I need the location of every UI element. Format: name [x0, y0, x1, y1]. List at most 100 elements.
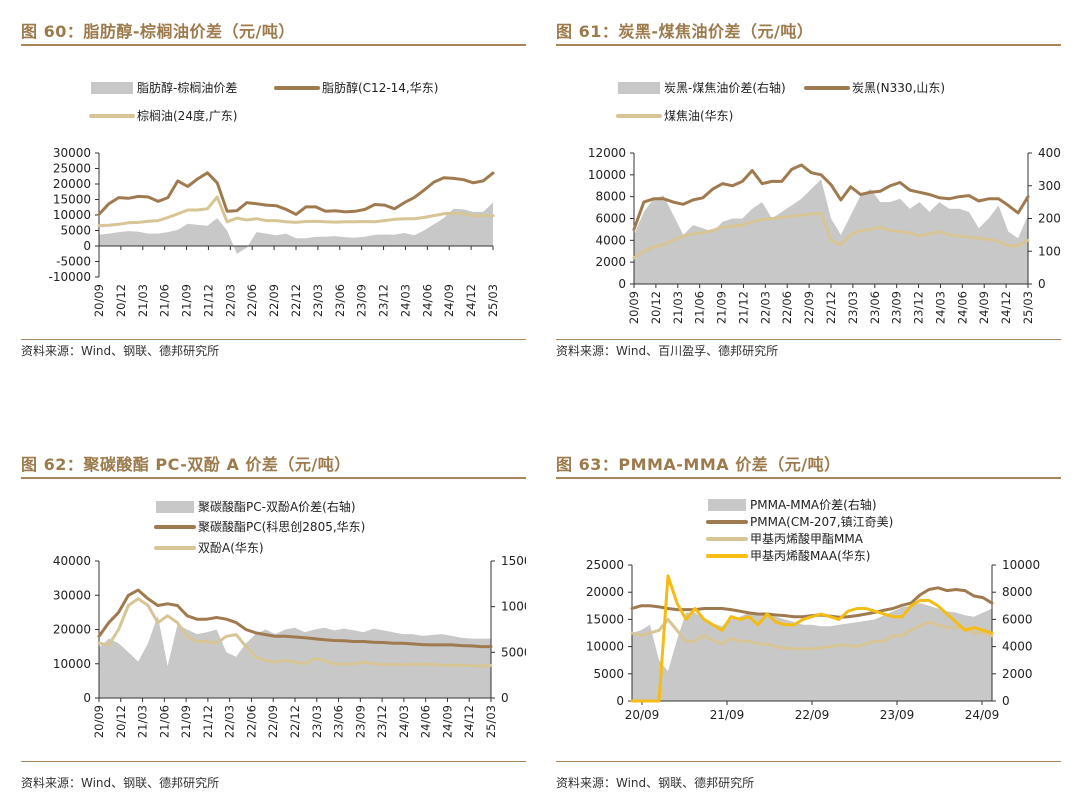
- x-tick-label: 24/12: [999, 291, 1013, 324]
- x-tick-label: 24/12: [464, 284, 478, 317]
- source-rule: [21, 339, 526, 340]
- x-tick-label: 22/09: [802, 291, 816, 324]
- y-tick-label: 25000: [586, 558, 624, 572]
- y-tick-label: 40000: [53, 554, 91, 568]
- y-tick-label: 20000: [53, 177, 91, 191]
- x-tick-label: 20/09: [625, 708, 660, 722]
- x-tick-label: 23/09: [880, 708, 915, 722]
- legend-label: 煤焦油(华东): [664, 109, 733, 123]
- legend-swatch: [156, 501, 194, 513]
- y2-tick-label: 3000: [1038, 179, 1061, 193]
- x-tick-label: 20/09: [627, 291, 641, 324]
- y-tick-label: 25000: [53, 162, 91, 176]
- x-tick-label: 22/06: [245, 284, 259, 317]
- x-tick-label: 24/09: [442, 284, 456, 317]
- x-tick-label: 21/12: [736, 291, 750, 324]
- x-tick-label: 22/09: [266, 705, 280, 738]
- y2-tick-label: 10000: [501, 600, 526, 614]
- y-tick-label: 30000: [53, 588, 91, 602]
- title-rule: [556, 44, 1061, 46]
- chart-title: 图 61：炭黑-煤焦油价差（元/吨）: [556, 22, 814, 41]
- chart-source: 资料来源：Wind、钢联、德邦研究所: [21, 776, 220, 790]
- x-tick-label: 22/03: [758, 291, 772, 324]
- chart-panel-fig60: 图 60：脂肪醇-棕榈油价差（元/吨） 脂肪醇-棕榈油价差 脂肪醇(C12-14,…: [21, 18, 526, 363]
- x-tick-label: 20/09: [92, 705, 106, 738]
- legend-label: 甲基丙烯酸MAA(华东): [750, 548, 870, 563]
- title-rule: [556, 477, 1061, 479]
- y2-tick-label: 0: [1002, 694, 1010, 708]
- y-tick-label: 20000: [53, 623, 91, 637]
- x-tick-label: 24/09: [965, 708, 1000, 722]
- y-tick-label: 10000: [586, 640, 624, 654]
- x-tick-label: 24/06: [419, 705, 433, 738]
- series-line: [97, 597, 493, 668]
- x-tick-label: 23/09: [353, 705, 367, 738]
- x-tick-label: 21/12: [201, 284, 215, 317]
- y-tick-label: 5000: [593, 667, 624, 681]
- x-tick-label: 23/09: [890, 291, 904, 324]
- x-tick-label: 23/03: [311, 284, 325, 317]
- y2-tick-label: 0: [501, 691, 509, 705]
- y2-tick-label: 0: [1038, 277, 1046, 291]
- y-tick-label: 2000: [595, 255, 626, 269]
- legend-label: 炭黑(N330,山东): [852, 81, 945, 95]
- x-tick-label: 20/12: [114, 284, 128, 317]
- x-tick-label: 24/06: [420, 284, 434, 317]
- y-tick-label: 20000: [586, 585, 624, 599]
- y2-tick-label: 6000: [1002, 612, 1033, 626]
- x-tick-label: 21/09: [710, 708, 745, 722]
- source-rule: [21, 761, 526, 762]
- source-rule: [556, 761, 1061, 762]
- legend-label: 聚碳酸酯PC-双酚A价差(右轴): [198, 499, 356, 514]
- y2-tick-label: 2000: [1038, 212, 1061, 226]
- series-line: [632, 163, 1030, 231]
- y2-tick-label: 2000: [1002, 667, 1033, 681]
- chart-title: 图 60：脂肪醇-棕榈油价差（元/吨）: [21, 22, 295, 41]
- x-tick-label: 22/12: [289, 284, 303, 317]
- y-tick-label: 10000: [53, 657, 91, 671]
- x-tick-label: 25/03: [1021, 291, 1035, 324]
- y-tick-label: 15000: [53, 193, 91, 207]
- x-tick-label: 21/03: [671, 291, 685, 324]
- x-tick-label: 23/12: [375, 705, 389, 738]
- x-tick-label: 23/03: [846, 291, 860, 324]
- x-tick-label: 21/06: [158, 284, 172, 317]
- legend-swatch: [618, 82, 660, 94]
- y-tick-label: 10000: [53, 208, 91, 222]
- y-tick-label: 30000: [53, 146, 91, 160]
- x-tick-label: 20/09: [92, 284, 106, 317]
- x-tick-label: 22/03: [223, 705, 237, 738]
- y-tick-label: 4000: [595, 233, 626, 247]
- series-line: [632, 211, 1030, 260]
- y-tick-label: -10000: [48, 270, 91, 284]
- series-area: [99, 615, 491, 698]
- x-tick-label: 23/06: [868, 291, 882, 324]
- x-tick-label: 24/03: [933, 291, 947, 324]
- x-tick-label: 21/03: [136, 705, 150, 738]
- y-tick-label: -5000: [56, 255, 91, 269]
- y-tick-label: 10000: [588, 168, 626, 182]
- series-line: [97, 171, 495, 216]
- series-line: [630, 574, 994, 703]
- y-tick-label: 0: [83, 239, 91, 253]
- x-tick-label: 24/09: [440, 705, 454, 738]
- y-tick-label: 15000: [586, 612, 624, 626]
- chart-panel-fig62: 图 62：聚碳酸酯 PC-双酚 A 价差（元/吨） 聚碳酸酯PC-双酚A价差(右…: [21, 451, 526, 796]
- y-tick-label: 12000: [588, 146, 626, 160]
- x-tick-label: 24/12: [462, 705, 476, 738]
- x-tick-label: 24/03: [398, 284, 412, 317]
- y-tick-label: 6000: [595, 212, 626, 226]
- y2-tick-label: 5000: [501, 645, 526, 659]
- x-tick-label: 21/09: [715, 291, 729, 324]
- x-tick-label: 25/03: [484, 705, 498, 738]
- x-tick-label: 22/06: [780, 291, 794, 324]
- series-line: [97, 195, 495, 227]
- x-tick-label: 22/03: [223, 284, 237, 317]
- x-tick-label: 23/12: [912, 291, 926, 324]
- chart-title: 图 62：聚碳酸酯 PC-双酚 A 价差（元/吨）: [21, 455, 351, 474]
- x-tick-label: 21/06: [157, 705, 171, 738]
- legend-label: 脂肪醇(C12-14,华东): [322, 80, 438, 95]
- legend-swatch: [91, 82, 133, 94]
- chart-fig60: 脂肪醇-棕榈油价差 脂肪醇(C12-14,华东) 棕榈油(24度,广东) 30000 2…: [48, 80, 500, 317]
- title-rule: [21, 44, 526, 46]
